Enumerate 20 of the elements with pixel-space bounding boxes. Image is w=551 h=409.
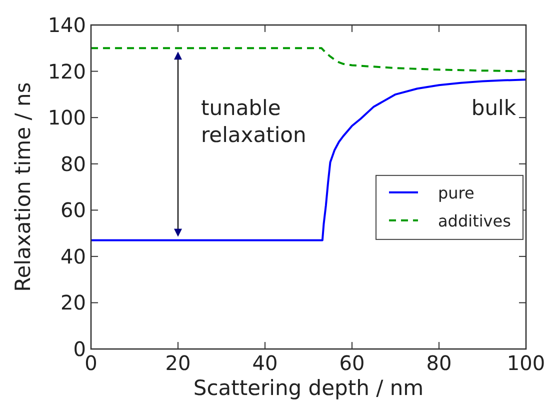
x-tick-label: 60 xyxy=(339,351,365,375)
legend-label: pure xyxy=(438,183,474,202)
y-tick-label: 100 xyxy=(48,106,86,130)
x-axis-title: Scattering depth / nm xyxy=(193,376,424,400)
annotation: bulk xyxy=(471,96,517,120)
annotation: tunable relaxation xyxy=(201,96,306,147)
x-tick-label: 40 xyxy=(252,351,278,375)
y-tick-label: 120 xyxy=(48,59,86,84)
y-axis-title: Relaxation time / ns xyxy=(11,82,35,292)
y-tick-label: 60 xyxy=(60,198,86,222)
legend-label: additives xyxy=(438,211,511,230)
x-tick-label: 20 xyxy=(165,351,191,375)
x-tick-label: 80 xyxy=(426,351,452,375)
x-tick-label: 100 xyxy=(506,351,546,375)
y-tick-label: 40 xyxy=(60,244,86,268)
y-tick-label: 20 xyxy=(60,290,86,315)
y-tick-label: 80 xyxy=(60,152,86,176)
y-tick-label: 140 xyxy=(48,13,86,37)
line-series xyxy=(90,47,527,72)
line-series xyxy=(90,78,527,242)
